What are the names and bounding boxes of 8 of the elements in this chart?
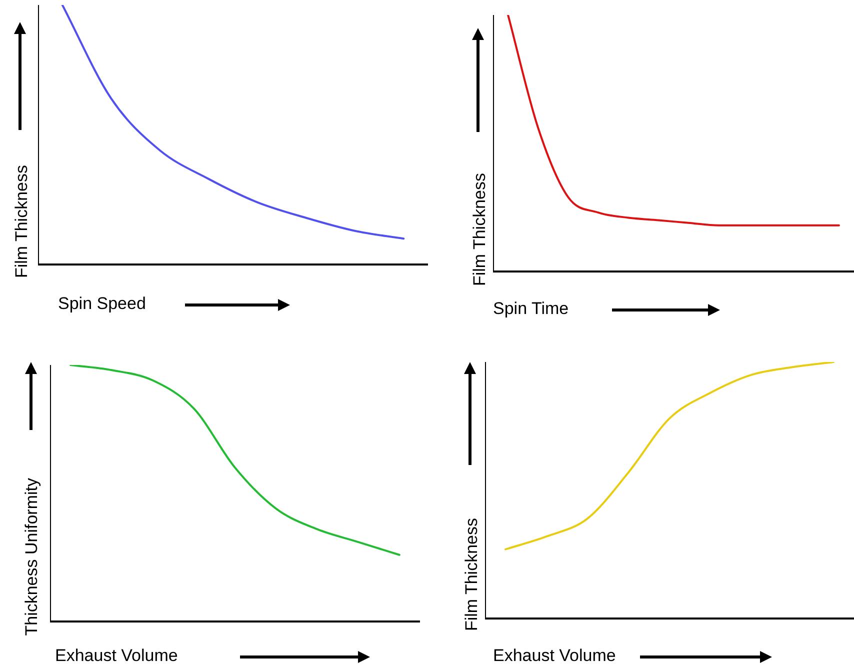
x-axis-title: Exhaust Volume [493, 646, 616, 666]
x-axis-title: Exhaust Volume [55, 646, 178, 666]
y-axis-title: Film Thickness [462, 518, 482, 631]
y-axis-title: Film Thickness [12, 164, 32, 278]
y-axis-title: Thickness Uniformity [22, 478, 42, 636]
y-axis-title: Film Thickness [470, 172, 490, 286]
x-axis-title: Spin Speed [58, 294, 146, 314]
x-axis-title: Spin Time [493, 299, 569, 319]
